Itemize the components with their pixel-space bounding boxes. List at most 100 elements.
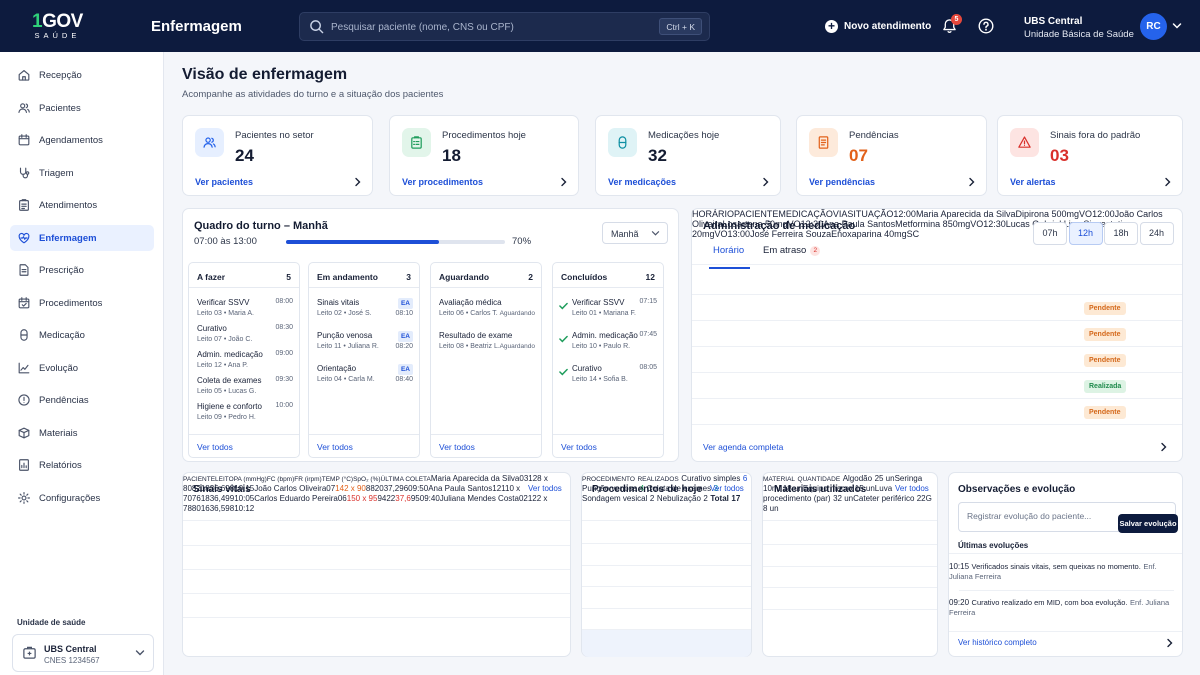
sidebar-item-4[interactable]: Atendimentos	[10, 192, 154, 218]
task-item[interactable]: Avaliação médica Leito 06 • Carlos T. Ag…	[439, 298, 535, 320]
task-item[interactable]: Punção venosa Leito 11 • Juliana R. EA 08…	[317, 331, 413, 353]
tab-0[interactable]: Horário	[709, 245, 750, 269]
column-view-all[interactable]: Ver todos	[197, 442, 233, 452]
column-footer-divider	[309, 434, 419, 435]
evolution-entry[interactable]: 10:15 Verificados sinais vitais, sem que…	[949, 561, 1182, 591]
sidebar-item-12[interactable]: Relatórios	[10, 452, 154, 478]
procedures-title: Procedimentos de hoje	[592, 484, 703, 495]
hour-button-3[interactable]: 24h	[1139, 222, 1174, 245]
hour-button-1[interactable]: 12h	[1068, 222, 1103, 245]
status-badge: Pendente	[1084, 406, 1126, 419]
task-item[interactable]: Sinais vitais Leito 02 • José S. EA 08:10	[317, 298, 413, 320]
vitals-header: SpO₂ (%)	[353, 476, 381, 483]
hour-button-2[interactable]: 18h	[1104, 222, 1138, 245]
vitals-view-all[interactable]: Ver todos	[528, 484, 562, 493]
clipboard-list-icon	[411, 136, 422, 149]
kpi-link[interactable]: Ver medicações	[608, 177, 677, 187]
material-name: Equipo macro	[802, 484, 853, 493]
chevron-right-icon[interactable]	[968, 177, 976, 187]
chevron-down-icon	[135, 650, 145, 656]
chevron-down-icon[interactable]	[1172, 22, 1182, 30]
chevron-right-icon[interactable]	[1164, 177, 1172, 187]
chevron-right-icon[interactable]	[1166, 638, 1174, 648]
sidebar-item-1[interactable]: Pacientes	[10, 95, 154, 121]
avatar[interactable]: RC	[1140, 13, 1167, 40]
help-button[interactable]	[978, 18, 994, 36]
sidebar-item-11[interactable]: Materiais	[10, 420, 154, 446]
column-view-all[interactable]: Ver todos	[561, 442, 597, 452]
procedures-header: REALIZADOS	[637, 476, 679, 483]
task-item[interactable]: Resultado de exame Leito 08 • Beatriz L.…	[439, 331, 535, 353]
kpi-link[interactable]: Ver alertas	[1010, 177, 1056, 187]
procedures-total-value: 17	[731, 494, 741, 503]
task-item[interactable]: Orientação Leito 04 • Carla M. EA 08:40	[317, 364, 413, 386]
sidebar-item-6[interactable]: Prescrição	[10, 257, 154, 283]
sidebar-item-2[interactable]: Agendamentos	[10, 127, 154, 153]
materials-view-all[interactable]: Ver todos	[895, 484, 929, 493]
task-item[interactable]: Curativo Leito 14 • Sofia B. 08:05	[559, 364, 657, 386]
stethoscope-icon	[19, 167, 30, 178]
status-badge: Realizada	[1084, 380, 1127, 393]
chevron-right-icon[interactable]	[762, 177, 770, 187]
column-view-all[interactable]: Ver todos	[439, 442, 475, 452]
new-attendance-button[interactable]: + Novo atendimento	[825, 18, 931, 34]
table-divider	[692, 294, 1182, 295]
procedures-header: PROCEDIMENTO	[582, 476, 635, 483]
notes-footer-link[interactable]: Ver histórico completo	[958, 638, 1037, 647]
sidebar-item-10[interactable]: Pendências	[10, 387, 154, 413]
kpi-link[interactable]: Ver pacientes	[195, 177, 254, 187]
notifications-button[interactable]: 5	[942, 14, 962, 36]
task-time: 10:00	[275, 402, 293, 409]
chevron-right-icon[interactable]	[354, 177, 362, 187]
sidebar-item-9[interactable]: Evolução	[10, 355, 154, 381]
evolution-author: Enf. Juliana Ferreira	[949, 562, 1157, 581]
column-view-all[interactable]: Ver todos	[317, 442, 353, 452]
sidebar-item-8[interactable]: Medicação	[10, 322, 154, 348]
sidebar-item-7[interactable]: Procedimentos	[10, 290, 154, 316]
task-name: Curativo	[572, 364, 602, 373]
task-item[interactable]: Verificar SSVV Leito 01 • Mariana F. 07:…	[559, 298, 657, 320]
med-cell-med: Enoxaparina 40mg	[831, 229, 907, 239]
table-row-divider	[183, 593, 570, 594]
task-item[interactable]: Admin. medicação Leito 10 • Paulo R. 07:…	[559, 331, 657, 353]
vitals-header: PACIENTE	[183, 476, 216, 483]
chevron-right-icon[interactable]	[1160, 442, 1168, 452]
kpi-icon-box	[402, 128, 431, 157]
sidebar-item-5[interactable]: Enfermagem	[10, 224, 154, 251]
med-header: MEDICAÇÃO	[778, 209, 833, 219]
task-detail: Leito 03 • Maria A.	[197, 310, 254, 317]
save-evolution-button[interactable]: Salvar evolução	[1118, 514, 1178, 533]
unit-label: Unidade de saúde	[17, 618, 86, 627]
sidebar-item-icon	[17, 361, 31, 377]
task-time: 07:15	[639, 298, 657, 305]
task-item[interactable]: Curativo Leito 07 • João C. 08:30	[197, 324, 293, 346]
shift-select[interactable]: Manhã	[602, 222, 668, 244]
logo[interactable]: 1GOV SAÚDE	[32, 12, 83, 40]
med-cell-route: VO	[970, 219, 984, 229]
unit-selector-name: UBS Central	[44, 644, 97, 654]
kpi-link[interactable]: Ver pendências	[809, 177, 876, 187]
procedures-view-all[interactable]: Ver todos	[710, 484, 744, 493]
hour-button-0[interactable]: 07h	[1033, 222, 1067, 245]
search-input[interactable]	[331, 18, 651, 36]
unit-selector[interactable]: UBS Central CNES 1234567	[12, 634, 154, 672]
task-item[interactable]: Higiene e conforto Leito 09 • Pedro H. 1…	[197, 402, 293, 424]
task-time: 08:05	[639, 364, 657, 371]
sidebar-item-13[interactable]: Configurações	[10, 485, 154, 511]
sidebar-item-0[interactable]: Recepção	[10, 62, 154, 88]
chevron-right-icon[interactable]	[560, 177, 568, 187]
search-shortcut: Ctrl + K	[659, 18, 702, 35]
evolution-entry[interactable]: 09:20 Curativo realizado em MID, com boa…	[949, 597, 1182, 627]
tab-1[interactable]: Em atraso 2	[763, 245, 829, 269]
task-item[interactable]: Verificar SSVV Leito 03 • Maria A. 08:00	[197, 298, 293, 320]
home-icon	[18, 70, 30, 81]
task-time: 08:10	[395, 310, 413, 317]
header-unit-type: Unidade Básica de Saúde	[1024, 29, 1134, 40]
kpi-link[interactable]: Ver procedimentos	[402, 177, 484, 187]
task-item[interactable]: Coleta de exames Leito 05 • Lucas G. 09:…	[197, 376, 293, 398]
vitals-title: Sinais vitais	[193, 484, 251, 495]
search-box[interactable]: Ctrl + K	[299, 12, 710, 41]
sidebar-item-3[interactable]: Triagem	[10, 160, 154, 186]
task-item[interactable]: Admin. medicação Leito 12 • Ana P. 09:00	[197, 350, 293, 372]
medication-footer-link[interactable]: Ver agenda completa	[703, 442, 784, 452]
